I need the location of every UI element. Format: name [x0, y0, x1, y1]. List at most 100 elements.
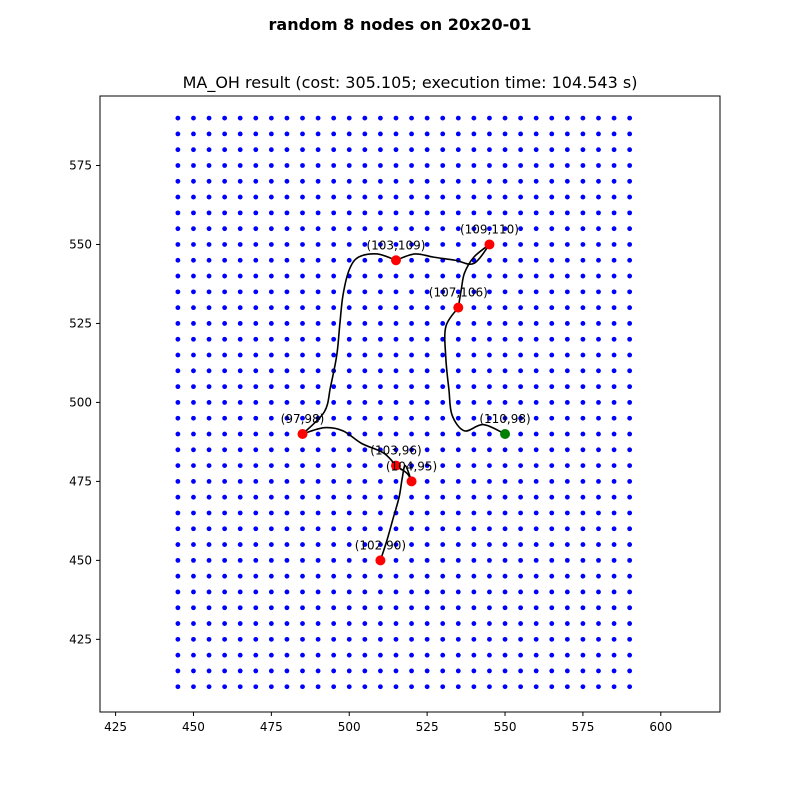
- grid-point: [300, 194, 305, 200]
- grid-point: [518, 557, 524, 563]
- grid-point: [362, 447, 368, 453]
- grid-point: [237, 621, 243, 626]
- grid-point: [284, 305, 290, 311]
- grid-point: [284, 257, 290, 263]
- grid-point: [440, 542, 446, 547]
- grid-point: [533, 400, 539, 405]
- grid-point: [627, 242, 633, 247]
- grid-point: [440, 336, 446, 342]
- chart-title: MA_OH result (cost: 305.105; execution t…: [183, 73, 638, 93]
- grid-point: [596, 273, 601, 279]
- x-axis: 425 450 475 500 525 550 575 600: [104, 712, 672, 734]
- grid-point: [331, 431, 337, 437]
- node-label: (107,106): [429, 286, 488, 300]
- grid-point: [627, 400, 633, 405]
- grid-point: [175, 668, 181, 674]
- grid-point: [487, 226, 492, 232]
- grid-point: [222, 447, 228, 453]
- grid-point: [627, 163, 633, 168]
- grid-point: [175, 684, 181, 690]
- grid-point: [175, 352, 181, 358]
- grid-point: [237, 542, 243, 547]
- grid-point: [596, 321, 601, 326]
- grid-point: [533, 194, 539, 200]
- grid-point: [471, 684, 477, 690]
- grid-point: [191, 415, 196, 421]
- grid-point: [471, 352, 477, 358]
- grid-point: [284, 589, 290, 595]
- grid-point: [455, 510, 461, 516]
- grid-point: [596, 447, 601, 453]
- node-label: (104,95): [386, 459, 437, 473]
- grid-point: [424, 463, 430, 468]
- grid-point: [533, 621, 539, 626]
- grid-point: [502, 447, 508, 453]
- grid-point: [564, 147, 570, 153]
- grid-point: [533, 210, 539, 216]
- grid-point: [206, 605, 212, 611]
- grid-point: [440, 305, 446, 311]
- grid-point: [596, 242, 601, 247]
- grid-point: [191, 242, 196, 247]
- grid-point: [502, 621, 508, 626]
- grid-point: [611, 131, 617, 137]
- grid-point: [409, 273, 414, 279]
- grid-point: [300, 573, 305, 579]
- grid-point: [237, 652, 243, 658]
- grid-point: [315, 289, 321, 295]
- grid-point: [580, 147, 586, 153]
- grid-point: [191, 605, 196, 611]
- grid-point: [440, 478, 446, 484]
- grid-point: [393, 163, 399, 168]
- route-layer: [301, 243, 506, 561]
- grid-point: [487, 510, 492, 516]
- grid-point: [502, 684, 508, 690]
- grid-point: [564, 115, 570, 121]
- grid-point: [315, 684, 321, 690]
- grid-point: [455, 542, 461, 547]
- grid-point: [315, 321, 321, 326]
- grid-point: [627, 336, 633, 342]
- grid-point: [440, 589, 446, 595]
- grid-point: [487, 557, 492, 563]
- grid-point: [611, 447, 617, 453]
- grid-point: [300, 368, 305, 374]
- grid-point: [533, 115, 539, 121]
- grid-point: [424, 447, 430, 453]
- grid-point: [237, 557, 243, 563]
- grid-point: [393, 384, 399, 390]
- grid-point: [487, 289, 492, 295]
- grid-point: [175, 115, 181, 121]
- grid-point: [440, 510, 446, 516]
- grid-point: [424, 305, 430, 311]
- grid-point: [175, 415, 181, 421]
- grid-point: [378, 352, 383, 358]
- grid-point: [611, 115, 617, 121]
- grid-point: [596, 210, 601, 216]
- grid-point: [518, 463, 524, 468]
- grid-point: [580, 305, 586, 311]
- grid-point: [564, 273, 570, 279]
- grid-point: [455, 289, 461, 295]
- grid-point: [487, 415, 492, 421]
- grid-point: [455, 384, 461, 390]
- grid-point: [268, 131, 274, 137]
- grid-point: [549, 557, 555, 563]
- grid-point: [393, 305, 399, 311]
- grid-point: [611, 321, 617, 326]
- grid-point: [346, 557, 352, 563]
- grid-point: [268, 652, 274, 658]
- grid-point: [502, 605, 508, 611]
- grid-point: [300, 257, 305, 263]
- grid-point: [627, 510, 633, 516]
- grid-point: [346, 163, 352, 168]
- grid-point: [409, 147, 414, 153]
- grid-point: [206, 242, 212, 247]
- grid-point: [191, 542, 196, 547]
- grid-point: [424, 289, 430, 295]
- grid-point: [502, 415, 508, 421]
- node-point: [297, 429, 308, 440]
- grid-point: [222, 273, 228, 279]
- grid-point: [518, 226, 524, 232]
- grid-point: [315, 636, 321, 642]
